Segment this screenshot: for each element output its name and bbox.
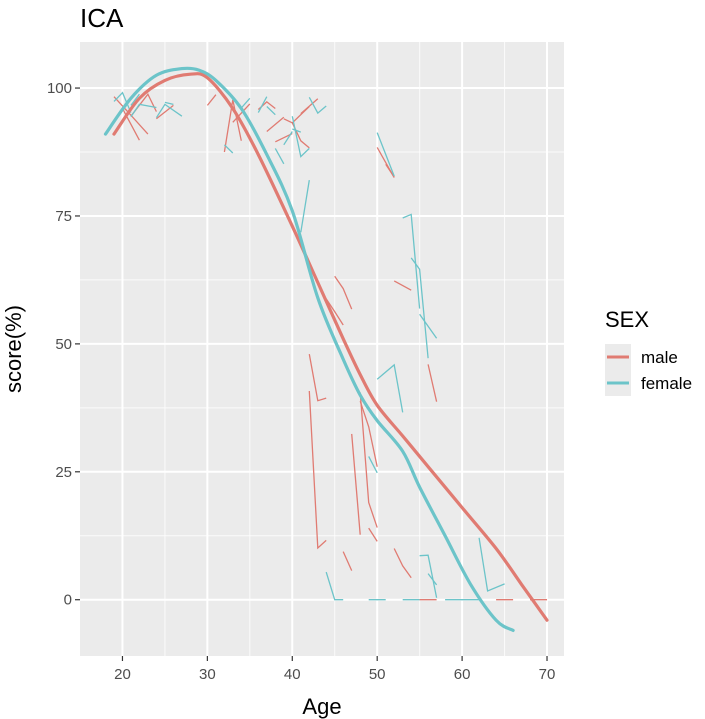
female-trajectory <box>478 537 505 592</box>
male-trajectory <box>300 98 319 115</box>
y-axis: 0 25 50 75 100 <box>47 80 80 609</box>
female-trajectory <box>155 103 183 119</box>
legend-title: SEX <box>605 307 649 332</box>
x-tick-label: 60 <box>454 666 471 683</box>
male-trajectory <box>334 275 353 310</box>
female-trajectory <box>410 257 429 359</box>
male-trajectory <box>325 298 344 326</box>
female-trajectory <box>283 131 293 146</box>
male-trajectory <box>308 390 327 550</box>
x-tick-label: 30 <box>199 666 216 683</box>
y-axis-title: score(%) <box>1 305 26 393</box>
female-trajectory <box>368 456 378 474</box>
smoothed-trend-lines <box>103 66 549 632</box>
female-trajectory <box>427 573 438 586</box>
female-trajectory <box>130 93 140 106</box>
x-tick-label: 40 <box>284 666 301 683</box>
female-trajectory <box>130 103 157 118</box>
x-axis: 20 30 40 50 60 70 <box>114 656 555 683</box>
legend: SEX male female <box>605 307 692 396</box>
male-trajectory <box>393 548 412 579</box>
male-trajectory <box>385 163 395 178</box>
female-trajectory <box>257 96 268 113</box>
female-trajectory <box>266 106 276 116</box>
male-trend-line <box>112 72 549 622</box>
female-trajectory <box>291 116 310 158</box>
male-trajectory <box>359 400 378 467</box>
legend-label-male: male <box>641 348 678 367</box>
female-trajectory <box>376 363 404 413</box>
female-trajectory <box>113 91 132 113</box>
individual-trajectories <box>113 91 547 601</box>
male-trajectory <box>368 527 378 542</box>
male-trajectory <box>232 103 251 123</box>
female-trend-line <box>103 66 515 632</box>
female-trajectory <box>402 213 421 309</box>
female-trajectory <box>164 101 174 106</box>
y-tick-label: 100 <box>47 80 72 97</box>
female-trajectory <box>325 571 344 601</box>
gridlines <box>80 42 564 656</box>
plot-panel <box>80 42 564 656</box>
male-trajectory <box>308 353 327 402</box>
male-trajectory <box>393 280 412 291</box>
legend-label-female: female <box>641 374 692 393</box>
female-trajectory <box>419 313 438 339</box>
female-trajectory <box>308 96 327 115</box>
male-trajectory <box>206 94 217 106</box>
x-tick-label: 20 <box>114 666 131 683</box>
female-trajectory <box>223 144 234 154</box>
x-tick-label: 70 <box>539 666 556 683</box>
female-trajectory <box>292 128 302 133</box>
male-trajectory <box>342 551 353 571</box>
chart-title: ICA <box>80 3 124 33</box>
y-tick-label: 75 <box>55 208 72 225</box>
x-tick-label: 50 <box>369 666 386 683</box>
male-trajectory <box>266 116 285 132</box>
x-axis-title: Age <box>302 694 341 719</box>
y-tick-label: 50 <box>55 336 72 353</box>
female-trajectory <box>376 132 395 177</box>
female-trajectory <box>300 179 310 233</box>
male-trajectory <box>121 108 140 141</box>
y-tick-label: 25 <box>55 464 72 481</box>
female-trajectory <box>274 148 285 165</box>
female-trajectory <box>240 97 251 109</box>
male-trajectory <box>427 364 438 402</box>
male-trajectory <box>351 433 361 535</box>
male-trajectory <box>359 392 378 528</box>
y-tick-label: 0 <box>64 592 72 609</box>
female-trajectory <box>419 554 438 598</box>
